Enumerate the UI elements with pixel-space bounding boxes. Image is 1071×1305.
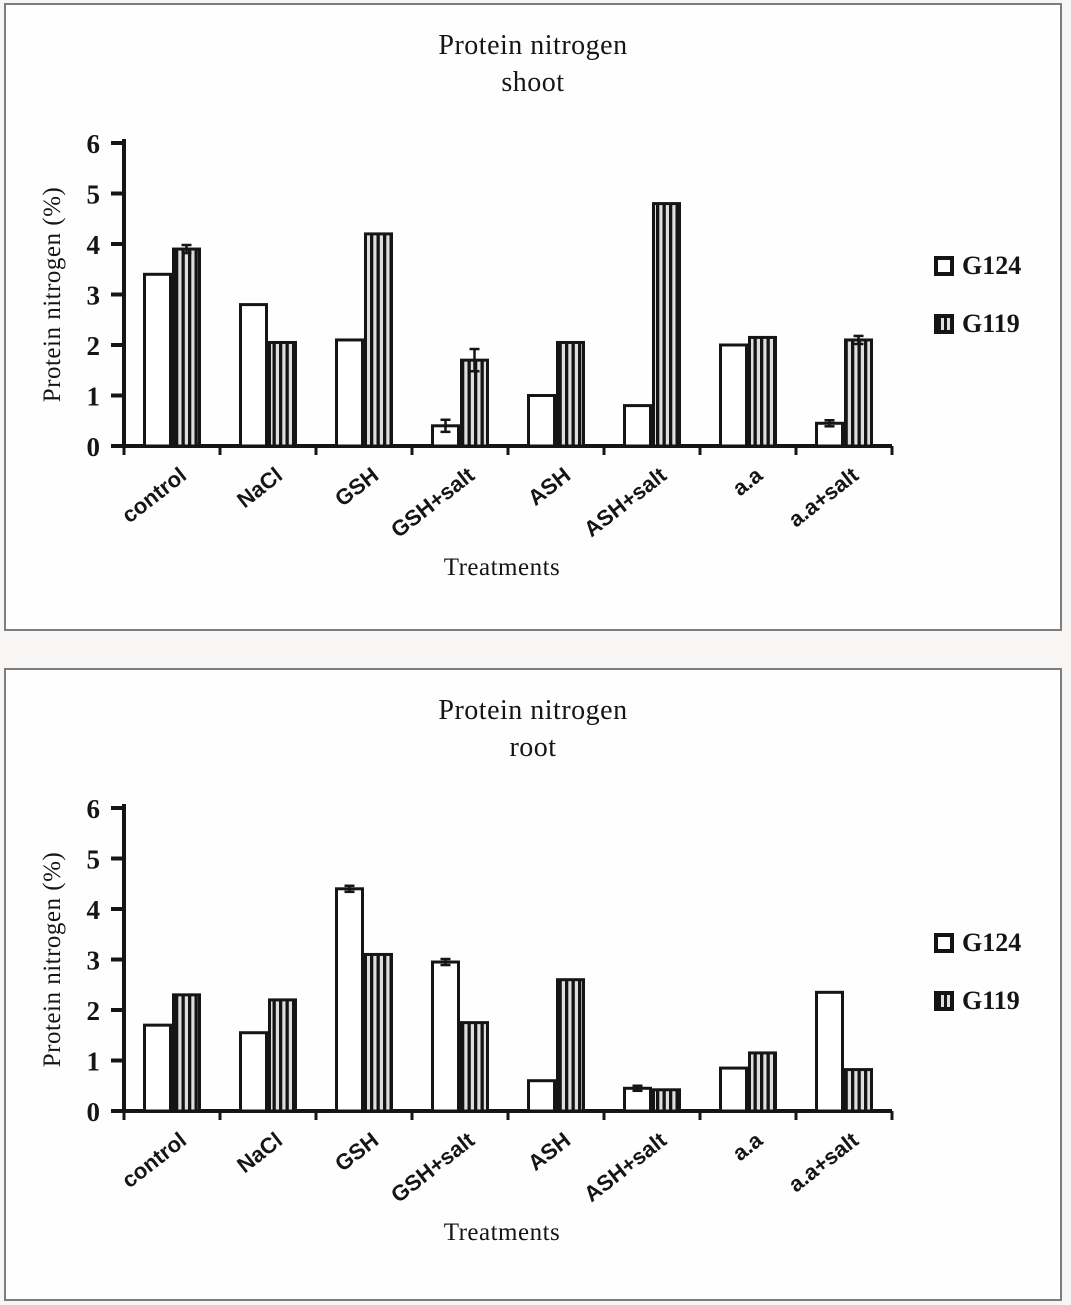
x-category-label: a.a — [728, 462, 768, 501]
x-category-label: a.a — [728, 1127, 768, 1166]
g119-striped-swatch-icon — [934, 314, 954, 334]
y-tick-label: 5 — [87, 845, 101, 875]
shoot-legend: G124 G119 — [934, 251, 1021, 339]
root-chart-panel: 0 1 2 3 4 5 6 control NaCl GSH GSH+salt ASH ASH+salt… — [4, 668, 1062, 1301]
x-category-label: GSH — [330, 1127, 383, 1176]
g119-striped-swatch-icon — [934, 991, 954, 1011]
x-category-label: ASH — [523, 462, 575, 510]
root-chart-title: Protein nitrogen root — [6, 692, 1060, 766]
y-axis-title: Protein nitrogen (%) — [39, 187, 66, 403]
bar-g119-GSH+salt — [460, 358, 489, 448]
bar-g119-control — [172, 247, 201, 448]
root-bar-plot: 0 1 2 3 4 5 6 control NaCl GSH GSH+salt ASH ASH+salt… — [39, 794, 894, 1246]
y-tick-label: 2 — [87, 996, 101, 1026]
legend-label-g124: G124 — [962, 928, 1022, 957]
bar-g124-GSH — [335, 338, 364, 448]
legend-item-g124: G124 — [934, 251, 1021, 281]
x-category-label: GSH+salt — [386, 1127, 479, 1208]
bar-g124-NaCl — [239, 1031, 268, 1113]
bar-g119-ASH+salt — [652, 1088, 681, 1113]
x-category-label: control — [117, 462, 191, 528]
root-legend: G124 G119 — [934, 928, 1021, 1016]
y-tick-label: 4 — [87, 230, 101, 260]
x-category-label: a.a+salt — [784, 462, 864, 532]
shoot-bar-plot: 0 1 2 3 4 5 6 control NaCl GSH GSH+salt ASH ASH+salt… — [39, 129, 894, 581]
bar-g124-a.a+salt — [815, 990, 844, 1113]
y-tick-label: 3 — [87, 946, 101, 976]
legend-item-g124: G124 — [934, 928, 1021, 958]
g124-white-swatch-icon — [934, 933, 954, 953]
bar-g124-control — [143, 272, 172, 448]
x-category-label: NaCl — [232, 462, 287, 513]
bar-g119-ASH — [556, 978, 585, 1113]
x-category-label: control — [117, 1127, 191, 1193]
x-category-label: a.a+salt — [784, 1127, 864, 1197]
bar-g119-NaCl — [268, 340, 297, 448]
bar-g124-ASH — [527, 394, 556, 448]
y-tick-label: 5 — [87, 180, 101, 210]
legend-label-g124: G124 — [962, 251, 1022, 280]
y-tick-label: 4 — [87, 895, 101, 925]
bar-g119-NaCl — [268, 998, 297, 1113]
root-title-line2: root — [509, 732, 557, 763]
x-category-label: GSH — [330, 462, 383, 511]
x-axis-title: Treatments — [444, 1219, 561, 1246]
y-tick-label: 0 — [87, 432, 101, 462]
legend-label-g119: G119 — [962, 309, 1020, 338]
bar-g124-a.a — [719, 343, 748, 448]
bar-g119-a.a+salt — [844, 338, 873, 448]
shoot-title-line2: shoot — [501, 67, 565, 98]
bar-g124-control — [143, 1023, 172, 1113]
bar-g119-a.a — [748, 335, 777, 448]
y-tick-label: 6 — [87, 129, 101, 159]
x-category-label: ASH+salt — [579, 462, 672, 542]
y-tick-label: 1 — [87, 1047, 101, 1077]
y-tick-label: 0 — [87, 1097, 101, 1127]
bar-g119-a.a+salt — [844, 1068, 873, 1113]
legend-item-g119: G119 — [934, 309, 1021, 339]
y-axis-title: Protein nitrogen (%) — [39, 852, 66, 1068]
bar-g119-a.a — [748, 1051, 777, 1113]
bar-g119-GSH+salt — [460, 1021, 489, 1113]
shoot-chart-title: Protein nitrogen shoot — [6, 27, 1060, 101]
g124-white-swatch-icon — [934, 256, 954, 276]
bar-g119-control — [172, 993, 201, 1113]
bar-g119-ASH — [556, 340, 585, 448]
x-category-label: ASH — [523, 1127, 575, 1175]
legend-item-g119: G119 — [934, 986, 1021, 1016]
root-title-line1: Protein nitrogen — [438, 695, 628, 726]
bar-g124-GSH — [335, 887, 364, 1113]
y-tick-label: 3 — [87, 281, 101, 311]
bar-g119-ASH+salt — [652, 202, 681, 448]
bar-g124-NaCl — [239, 303, 268, 448]
bar-g119-GSH — [364, 232, 393, 448]
bar-g124-GSH+salt — [431, 960, 460, 1113]
y-tick-label: 1 — [87, 382, 101, 412]
y-tick-label: 6 — [87, 794, 101, 824]
legend-label-g119: G119 — [962, 986, 1020, 1015]
bar-g119-GSH — [364, 952, 393, 1113]
bar-g124-ASH+salt — [623, 404, 652, 448]
shoot-title-line1: Protein nitrogen — [438, 30, 628, 61]
bar-g124-a.a — [719, 1066, 748, 1113]
x-category-label: GSH+salt — [386, 462, 479, 543]
x-category-label: ASH+salt — [579, 1127, 672, 1207]
y-tick-label: 2 — [87, 331, 101, 361]
x-axis-title: Treatments — [444, 554, 561, 581]
shoot-chart-panel: 0 1 2 3 4 5 6 control NaCl GSH GSH+salt ASH ASH+salt… — [4, 3, 1062, 631]
x-category-label: NaCl — [232, 1127, 287, 1178]
bar-g124-ASH — [527, 1079, 556, 1113]
